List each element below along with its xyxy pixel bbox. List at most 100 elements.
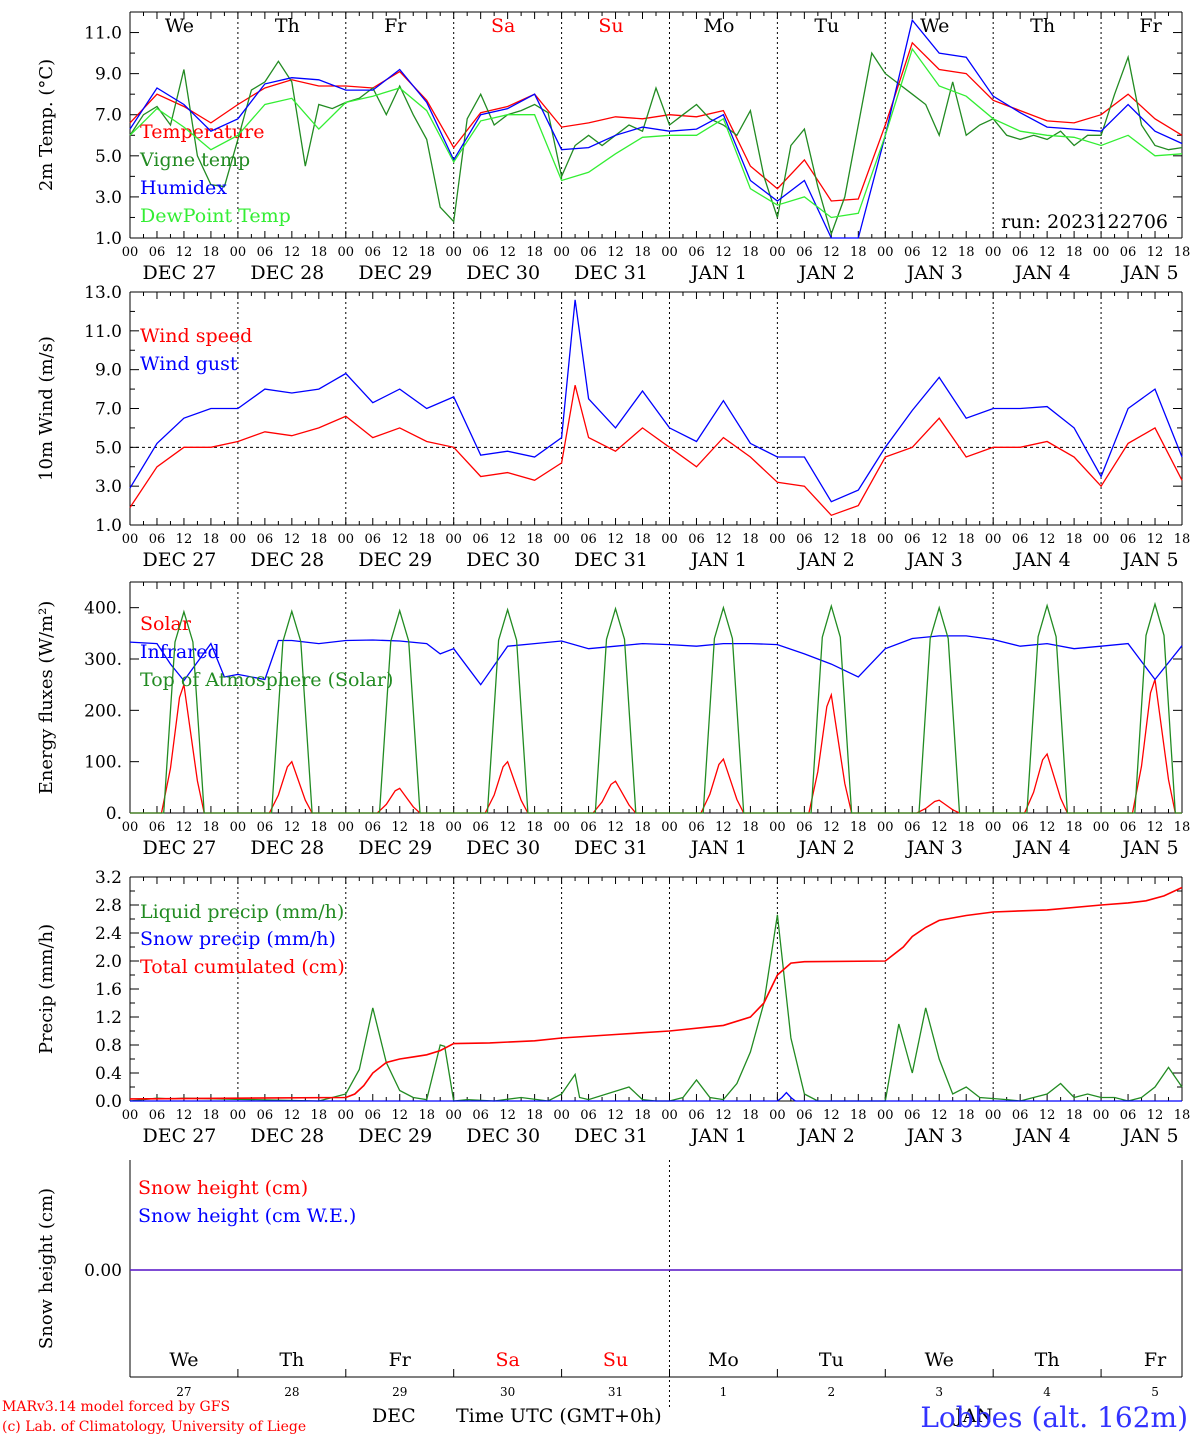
series-line-0: [129, 385, 1183, 517]
weekday-label: Su: [598, 15, 623, 37]
hour-tick-label: 00: [338, 1108, 355, 1123]
date-tick-label: DEC 28: [250, 262, 324, 284]
hour-tick-label: 18: [526, 532, 543, 547]
y-tick-label: 3.0: [95, 188, 122, 208]
y-tick-label: 2.8: [95, 896, 122, 916]
hour-tick-label: 00: [122, 245, 139, 260]
y-tick-label: 2.4: [95, 924, 122, 944]
date-tick-label: JAN 2: [797, 262, 855, 284]
hour-tick-label: 12: [823, 1108, 840, 1123]
date-tick-label: JAN 5: [1120, 1125, 1178, 1147]
hour-tick-label: 12: [1039, 532, 1056, 547]
month-dec-label: DEC: [372, 1405, 416, 1427]
y-tick-label: 11.0: [84, 322, 122, 342]
weekday-label: Fr: [384, 15, 407, 37]
day-number-label: 29: [392, 1385, 407, 1399]
y-tick-label: 0.0: [95, 1092, 122, 1112]
hour-tick-label: 18: [742, 1108, 759, 1123]
hour-tick-label: 06: [904, 532, 921, 547]
hour-tick-label: 18: [418, 245, 435, 260]
weekday-label: Mo: [703, 15, 734, 37]
hour-tick-label: 06: [472, 1108, 489, 1123]
hour-tick-label: 00: [661, 532, 678, 547]
hour-tick-label: 18: [634, 532, 651, 547]
y-tick-label: 9.0: [95, 65, 122, 85]
hour-tick-label: 00: [338, 245, 355, 260]
hour-tick-label: 18: [1174, 532, 1191, 547]
date-tick-label: DEC 31: [574, 549, 648, 571]
hour-tick-label: 00: [445, 532, 462, 547]
hour-tick-label: 18: [634, 245, 651, 260]
hour-tick-label: 12: [607, 1108, 624, 1123]
hour-tick-label: 00: [338, 820, 355, 835]
hour-tick-label: 00: [877, 245, 894, 260]
date-tick-label: JAN 1: [689, 837, 747, 859]
y-tick-label: 5.0: [95, 438, 122, 458]
y-tick-label: 5.0: [95, 147, 122, 167]
hour-tick-label: 12: [499, 532, 516, 547]
weekday-label: Th: [279, 1349, 304, 1371]
date-tick-label: DEC 29: [358, 837, 432, 859]
hour-tick-label: 00: [661, 245, 678, 260]
hour-tick-label: 06: [1120, 820, 1137, 835]
hour-tick-label: 18: [1066, 820, 1083, 835]
y-tick-label: 400.: [84, 599, 122, 619]
hour-tick-label: 06: [149, 245, 166, 260]
y-tick-label: 0.: [106, 804, 122, 824]
hour-tick-label: 18: [850, 532, 867, 547]
legend-entry: Snow height (cm W.E.): [138, 1205, 356, 1227]
panel-precip: 00 06 12 18 00 06 12 18 00 06 12 18 00 06 12 18 00 06 12 18…: [36, 868, 1190, 1147]
date-tick-label: DEC 31: [574, 1125, 648, 1147]
y-tick-label: 200.: [84, 701, 122, 721]
hour-tick-label: 12: [931, 820, 948, 835]
hour-tick-label: 06: [1012, 1108, 1029, 1123]
y-axis-label: 10m Wind (m/s): [36, 336, 57, 481]
weekday-label: Sa: [491, 15, 515, 37]
hour-tick-label: 06: [688, 820, 705, 835]
month-jan-label: JAN: [955, 1405, 993, 1427]
hour-tick-label: 12: [499, 1108, 516, 1123]
date-tick-label: DEC 31: [574, 837, 648, 859]
hour-tick-label: 18: [1066, 245, 1083, 260]
hour-tick-label: 00: [553, 820, 570, 835]
hour-tick-label: 00: [985, 245, 1002, 260]
hour-tick-label: 18: [311, 245, 328, 260]
hour-tick-label: 00: [769, 532, 786, 547]
hour-tick-label: 06: [688, 245, 705, 260]
hour-tick-label: 12: [176, 532, 193, 547]
hour-tick-label: 00: [445, 820, 462, 835]
hour-tick-label: 12: [284, 532, 301, 547]
hour-tick-label: 00: [661, 820, 678, 835]
series-line-1: [129, 635, 1183, 686]
hour-tick-label: 12: [1147, 245, 1164, 260]
hour-tick-label: 06: [149, 820, 166, 835]
weekday-label: We: [925, 1349, 954, 1371]
date-tick-label: DEC 27: [143, 837, 217, 859]
hour-tick-label: 00: [1093, 1108, 1110, 1123]
hour-tick-label: 12: [391, 820, 408, 835]
date-tick-label: DEC 28: [250, 837, 324, 859]
hour-tick-label: 18: [742, 245, 759, 260]
date-tick-label: DEC 29: [358, 262, 432, 284]
y-tick-label: 0.00: [84, 1261, 122, 1281]
legend-entry: Infrared: [140, 641, 220, 663]
weekday-label: We: [920, 15, 949, 37]
panel-snow: We Th Fr Sa Su Mo Tu We Th Fr 27 28 29 30 31 1 2 3 4 5 0.00 S…: [36, 1160, 1183, 1410]
hour-tick-label: 06: [796, 245, 813, 260]
hour-tick-label: 18: [526, 1108, 543, 1123]
hour-tick-label: 06: [688, 1108, 705, 1123]
day-number-label: 28: [284, 1385, 299, 1399]
hour-tick-label: 12: [715, 245, 732, 260]
weekday-label: We: [165, 15, 194, 37]
hour-tick-label: 06: [904, 820, 921, 835]
hour-tick-label: 06: [904, 245, 921, 260]
legend-entry: Wind speed: [140, 325, 252, 347]
weekday-label: Su: [603, 1349, 628, 1371]
day-number-label: 5: [1151, 1385, 1159, 1399]
hour-tick-label: 18: [311, 820, 328, 835]
hour-tick-label: 00: [1093, 820, 1110, 835]
hour-tick-label: 12: [176, 1108, 193, 1123]
day-number-label: 1: [720, 1385, 728, 1399]
hour-tick-label: 06: [1120, 532, 1137, 547]
day-number-label: 3: [935, 1385, 943, 1399]
